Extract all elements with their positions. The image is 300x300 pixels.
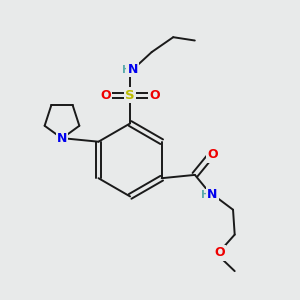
Text: O: O <box>214 246 225 260</box>
Text: O: O <box>207 148 218 161</box>
Text: N: N <box>57 132 67 145</box>
Text: H: H <box>201 190 209 200</box>
Text: N: N <box>128 63 138 76</box>
Text: O: O <box>100 89 110 102</box>
Text: H: H <box>122 65 130 75</box>
Text: S: S <box>125 89 135 102</box>
Text: O: O <box>150 89 160 102</box>
Text: N: N <box>207 188 218 201</box>
